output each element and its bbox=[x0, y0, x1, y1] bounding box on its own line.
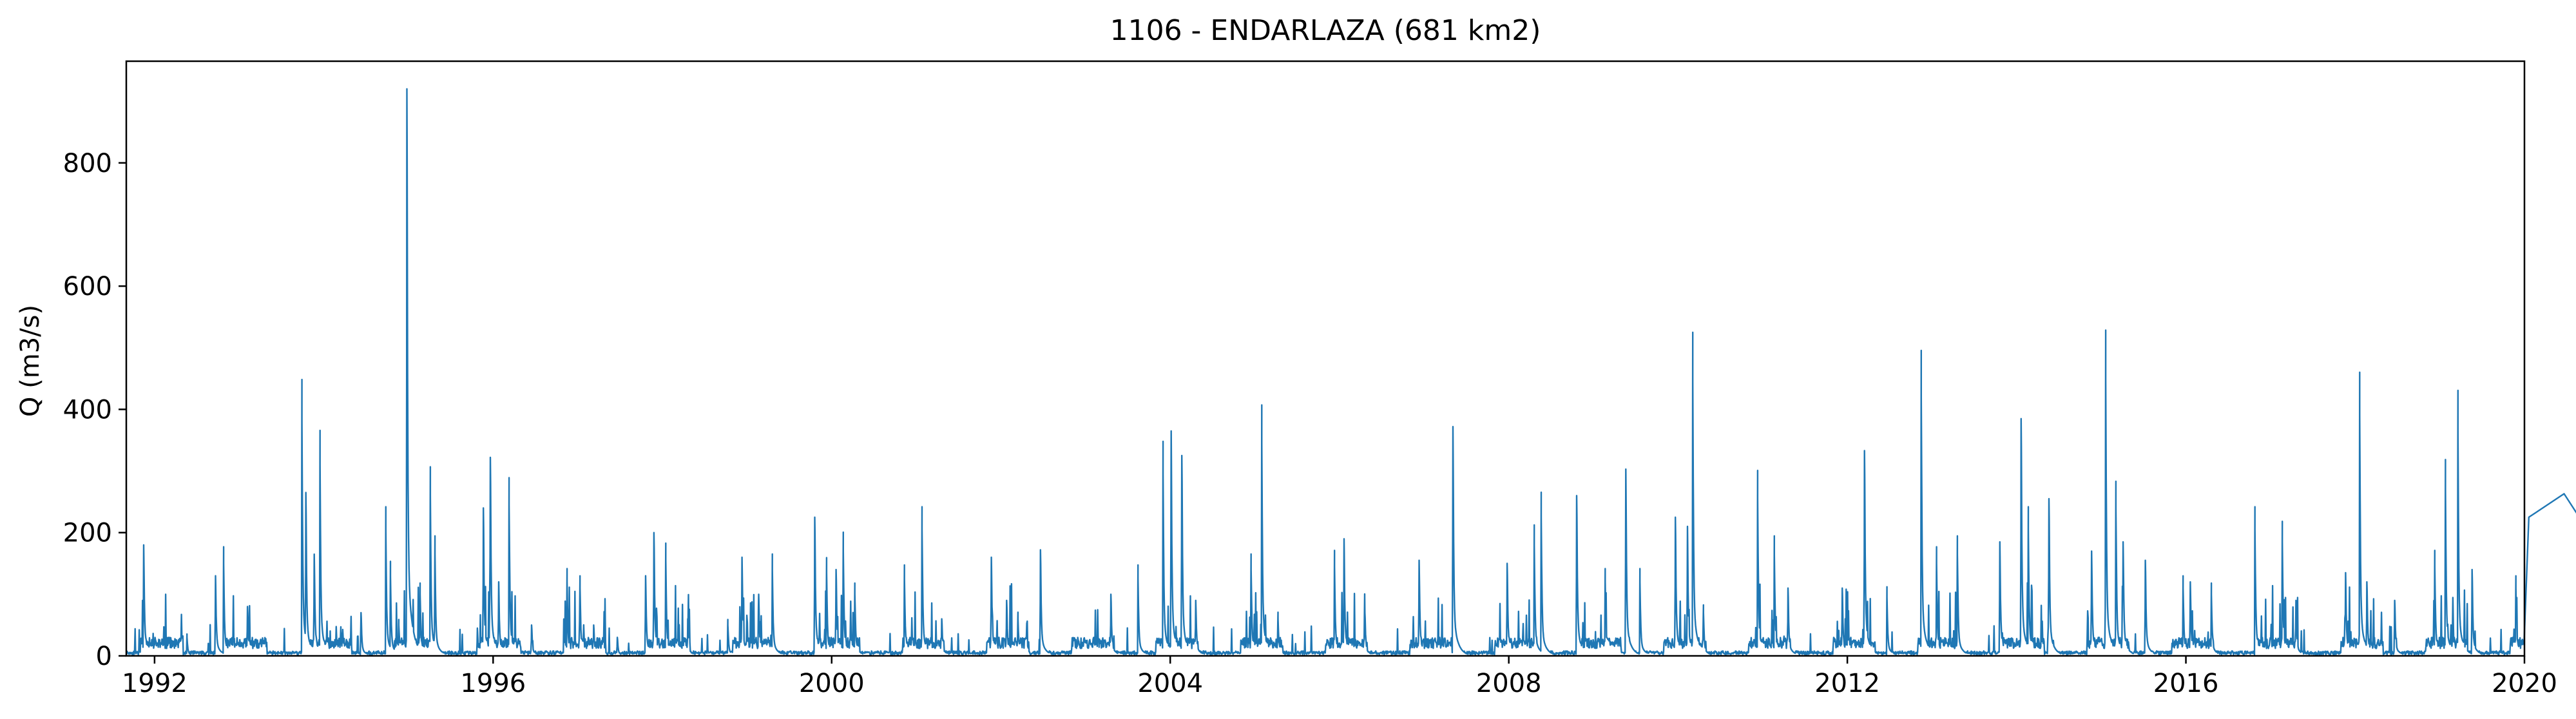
series-line bbox=[125, 88, 2576, 656]
x-axis: 1992 1996 2000 2004 2008 2012 2016 2020 bbox=[122, 656, 2557, 698]
y-axis-label: Q (m3/s) bbox=[15, 305, 45, 417]
y-tick-label: 600 bbox=[63, 272, 112, 302]
x-tick-label: 2004 bbox=[1137, 669, 1203, 698]
x-tick-label: 1996 bbox=[460, 669, 526, 698]
y-tick-label: 800 bbox=[63, 149, 112, 178]
axes-frame bbox=[125, 60, 2526, 657]
x-tick-label: 2020 bbox=[2492, 669, 2557, 698]
y-tick-label: 0 bbox=[96, 642, 112, 671]
y-tick-label: 200 bbox=[63, 519, 112, 548]
series-layer bbox=[125, 88, 2576, 656]
y-axis: 0 200 400 600 800 bbox=[63, 149, 126, 671]
x-tick-label: 2008 bbox=[1476, 669, 1542, 698]
chart-title: 1106 - ENDARLAZA (681 km2) bbox=[1110, 14, 1541, 47]
y-tick-label: 400 bbox=[63, 395, 112, 425]
x-tick-label: 2000 bbox=[799, 669, 865, 698]
x-tick-label: 1992 bbox=[122, 669, 187, 698]
plot-area bbox=[125, 60, 2576, 657]
x-tick-label: 2016 bbox=[2153, 669, 2219, 698]
x-tick-label: 2012 bbox=[1814, 669, 1880, 698]
